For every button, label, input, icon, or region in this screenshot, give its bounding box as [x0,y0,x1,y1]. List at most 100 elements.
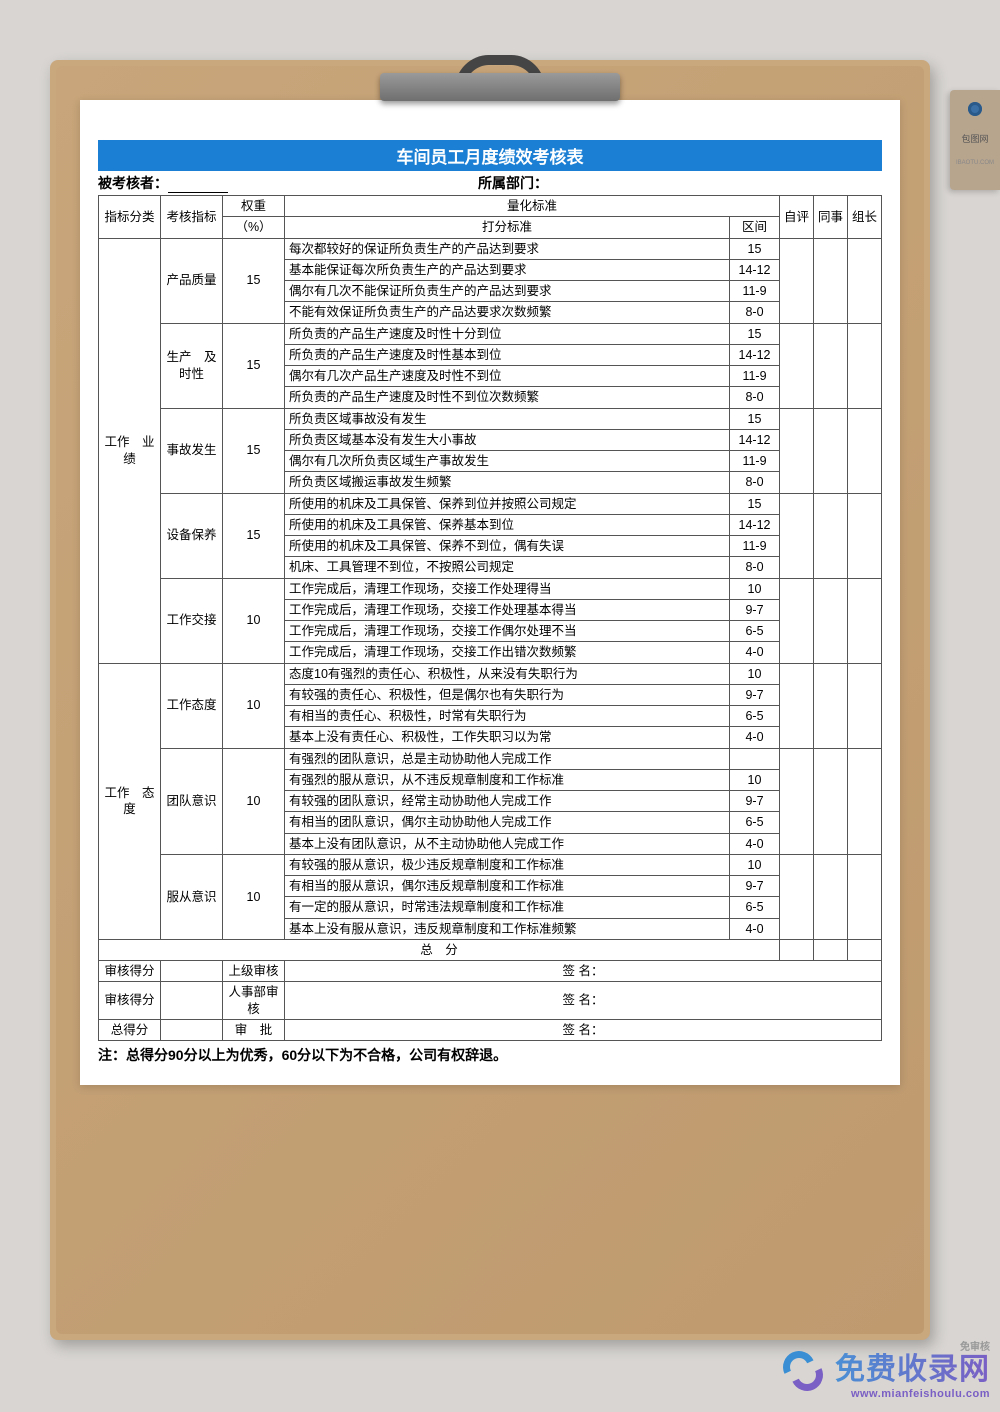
standard-cell: 工作完成后，清理工作现场，交接工作处理得当 [285,578,730,599]
standard-cell: 基本能保证每次所负责生产的产品达到要求 [285,259,730,280]
leader-cell[interactable] [848,748,882,854]
leader-cell[interactable] [848,854,882,939]
peer-cell[interactable] [814,493,848,578]
range-cell: 11-9 [730,281,780,302]
standard-cell: 所负责区域搬运事故发生频繁 [285,472,730,493]
self-cell[interactable] [780,854,814,939]
examinee-label: 被考核者： [98,173,168,193]
leader-cell[interactable] [848,493,882,578]
peer-cell[interactable] [814,578,848,663]
range-cell: 6-5 [730,812,780,833]
leader-cell[interactable] [848,663,882,748]
standard-cell: 偶尔有几次不能保证所负责生产的产品达到要求 [285,281,730,302]
dept-label: 所属部门： [478,173,548,193]
superior-review-label: 上级审核 [223,961,285,982]
leader-cell[interactable] [848,323,882,408]
range-cell: 15 [730,408,780,429]
range-cell: 6-5 [730,621,780,642]
signature-cell[interactable]: 签 名： [285,961,882,982]
standard-cell: 基本上没有责任心、积极性，工作失职习以为常 [285,727,730,748]
indicator-cell: 生产 及时性 [161,323,223,408]
standard-cell: 有一定的服从意识，时常违法规章制度和工作标准 [285,897,730,918]
leader-cell[interactable] [848,578,882,663]
range-cell: 4-0 [730,918,780,939]
weight-cell: 10 [223,578,285,663]
weight-cell: 10 [223,748,285,854]
weight-cell: 15 [223,493,285,578]
standard-cell: 所负责的产品生产速度及时性十分到位 [285,323,730,344]
range-cell: 8-0 [730,302,780,323]
standard-cell: 机床、工具管理不到位，不按照公司规定 [285,557,730,578]
standard-cell: 所负责区域基本没有发生大小事故 [285,429,730,450]
self-cell[interactable] [780,493,814,578]
watermark-logo-icon [779,1347,829,1397]
clipboard-clip [380,55,620,105]
indicator-cell: 团队意识 [161,748,223,854]
standard-cell: 所使用的机床及工具保管、保养基本到位 [285,514,730,535]
range-cell: 15 [730,238,780,259]
signature-cell[interactable]: 签 名： [285,982,882,1020]
range-cell: 14-12 [730,514,780,535]
range-cell: 9-7 [730,684,780,705]
range-cell: 15 [730,493,780,514]
indicator-cell: 产品质量 [161,238,223,323]
range-cell: 9-7 [730,876,780,897]
watermark: 免审核 免费收录网 www.mianfeishoulu.com [779,1344,990,1400]
signature-cell[interactable]: 签 名： [285,1019,882,1040]
range-cell: 6-5 [730,706,780,727]
peer-cell[interactable] [814,238,848,323]
self-cell[interactable] [780,578,814,663]
range-cell: 4-0 [730,833,780,854]
examinee-blank [168,173,228,193]
weight-cell: 10 [223,663,285,748]
self-cell[interactable] [780,748,814,854]
watermark-badge: 免审核 [960,1338,990,1353]
footer-note: 注：总得分90分以上为优秀，60分以下为不合格，公司有权辞退。 [98,1041,882,1065]
weight-cell: 15 [223,408,285,493]
approval-label: 审 批 [223,1019,285,1040]
self-cell[interactable] [780,663,814,748]
standard-cell: 每次都较好的保证所负责生产的产品达到要求 [285,238,730,259]
range-cell: 9-7 [730,599,780,620]
standard-cell: 所使用的机床及工具保管、保养到位并按照公司规定 [285,493,730,514]
range-cell: 14-12 [730,429,780,450]
watermark-url: www.mianfeishoulu.com [835,1388,990,1400]
category-cell: 工作 业绩 [99,238,161,663]
peer-cell[interactable] [814,854,848,939]
range-cell: 11-9 [730,366,780,387]
standard-cell: 偶尔有几次产品生产速度及时性不到位 [285,366,730,387]
standard-cell: 工作完成后，清理工作现场，交接工作处理基本得当 [285,599,730,620]
standard-cell: 不能有效保证所负责生产的产品达要求次数频繁 [285,302,730,323]
hr-review-label: 人事部审核 [223,982,285,1020]
self-cell[interactable] [780,238,814,323]
standard-cell: 有相当的团队意识，偶尔主动协助他人完成工作 [285,812,730,833]
standard-cell: 有强烈的服从意识，从不违反规章制度和工作标准 [285,769,730,790]
standard-cell: 有较强的团队意识，经常主动协助他人完成工作 [285,791,730,812]
standard-cell: 基本上没有团队意识，从不主动协助他人完成工作 [285,833,730,854]
peer-cell[interactable] [814,748,848,854]
range-cell: 14-12 [730,259,780,280]
form-header: 被考核者： 所属部门： [98,171,882,195]
self-cell[interactable] [780,408,814,493]
range-cell: 4-0 [730,727,780,748]
peer-cell[interactable] [814,408,848,493]
range-cell: 10 [730,578,780,599]
peer-cell[interactable] [814,323,848,408]
standard-cell: 所负责区域事故没有发生 [285,408,730,429]
range-cell: 6-5 [730,897,780,918]
range-cell: 11-9 [730,536,780,557]
evaluation-table: 指标分类考核指标权重量化标准自评同事组长（%）打分标准区间工作 业绩产品质量15… [98,195,882,1041]
range-cell: 10 [730,769,780,790]
standard-cell: 有强烈的团队意识，总是主动协助他人完成工作 [285,748,730,769]
leader-cell[interactable] [848,408,882,493]
self-cell[interactable] [780,323,814,408]
total-gain-label: 总得分 [99,1019,161,1040]
standard-cell: 有较强的责任心、积极性，但是偶尔也有失职行为 [285,684,730,705]
standard-cell: 所负责的产品生产速度及时性不到位次数频繁 [285,387,730,408]
range-cell: 9-7 [730,791,780,812]
leader-cell[interactable] [848,238,882,323]
form-paper: 车间员工月度绩效考核表 被考核者： 所属部门： 指标分类考核指标权重量化标准自评… [80,100,900,1085]
tag-text: 包图网 [950,132,1000,145]
peer-cell[interactable] [814,663,848,748]
review-score-label: 审核得分 [99,982,161,1020]
